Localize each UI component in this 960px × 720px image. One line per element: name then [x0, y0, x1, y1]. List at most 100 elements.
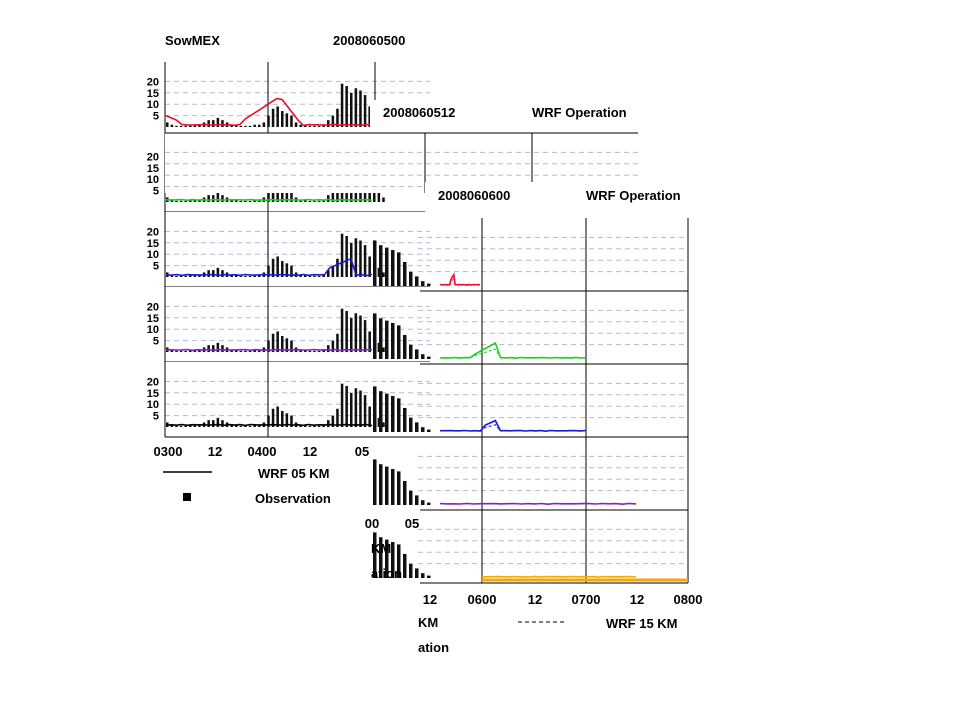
panel-1-observation-bar: [322, 424, 325, 427]
panel-2-header-bg: [370, 100, 642, 134]
panel-1-y-tick-label: 5: [153, 411, 159, 423]
panel-1-observation-bar: [198, 349, 201, 352]
panel-1-observation-bar: [350, 317, 353, 352]
panel-3-observation-bar: [403, 408, 407, 432]
panel-1-observation-bar: [244, 425, 247, 427]
panel-1-observation-bar: [359, 90, 362, 127]
panel-1-observation-bar: [267, 190, 270, 202]
panel-3-observation-bar: [385, 539, 389, 578]
legend: WRF 05 KM Observation WRF 15 KM 00 05 KM ation…: [163, 466, 678, 655]
panel-1-y-tick-label: 20: [147, 76, 159, 88]
panel-1-observation-bar: [285, 113, 289, 127]
panel-1-observation-bar: [230, 124, 233, 127]
panel-3-observation-bar: [415, 568, 419, 578]
panel-1-y-tick-label: 5: [153, 186, 159, 198]
panel-1-observation-bar: [253, 424, 256, 427]
panel-1-observation-bar: [290, 265, 293, 277]
panel-1-title-left: SowMEX: [165, 33, 220, 48]
panel-1-observation-bar: [281, 336, 284, 352]
panel-1-observation-bar: [184, 425, 187, 427]
panel-3-run-label: 2008060600: [438, 188, 510, 203]
panel-1-observation-bar: [276, 406, 279, 427]
panel-1-observation-bar: [175, 200, 178, 202]
panel-1-y-tick-label: 20: [147, 301, 159, 313]
panel-1-observation-bar: [267, 265, 270, 277]
panel-1-observation-bar: [235, 274, 238, 277]
panel-1-observation-bar: [193, 424, 197, 427]
panel-1-observation-bar: [322, 199, 325, 202]
panel-1-observation-bar: [368, 256, 371, 277]
panel-1-observation-bar: [368, 331, 371, 352]
panel-1-model-line: [165, 97, 373, 127]
panel-3-observation-bar: [385, 320, 389, 359]
panel-1-observation-bar: [331, 265, 335, 277]
panel-1-observation-bar: [170, 124, 174, 127]
panel-1-observation-bar: [299, 349, 302, 352]
panel-3-observation-bar: [421, 573, 425, 578]
panel-1-y-tick-label: 10: [147, 399, 159, 411]
panel-3-model-line: [440, 277, 481, 286]
panel-1-observation-bar: [382, 272, 385, 277]
panel-1-observation-bar: [299, 274, 302, 277]
panel-3-observation-bar: [403, 335, 407, 359]
panel-3-observation-bar: [409, 490, 413, 505]
panel-1-observation-bar: [345, 385, 348, 427]
panel-1-observation-bar: [322, 349, 325, 352]
panel-1-x-tick-label: 05: [355, 444, 369, 459]
panel-3-observation-bar: [379, 391, 383, 432]
panel-1-observation-bar: [345, 85, 348, 127]
legend-square-marker: [183, 493, 191, 501]
panel-1-observation-bar: [290, 340, 293, 352]
panel-3-observation-bar: [391, 469, 395, 505]
panel-1-observation-bar: [276, 331, 279, 352]
panel-1-observation-bar: [221, 270, 224, 277]
panel-1-x-tick-label: 12: [303, 444, 317, 459]
panel-1-run-label: 2008060500: [333, 33, 405, 48]
panel-3-observation-bar: [391, 250, 395, 286]
panel-1-observation-bar: [363, 95, 367, 127]
panel-1-y-tick-label: 15: [147, 88, 159, 100]
panel-1-observation-bar: [285, 188, 289, 202]
panel-1-observation-bar: [368, 106, 371, 127]
panel-1-observation-bar: [377, 417, 381, 427]
panel-1-observation-bar: [207, 345, 210, 352]
panel-1-observation-bar: [175, 275, 178, 277]
panel-1-y-tick-label: 15: [147, 238, 159, 250]
panel-1-observation-bar: [281, 411, 284, 427]
panel-1-y-tick-label: 10: [147, 249, 159, 261]
panel-1-observation-bar: [216, 417, 220, 427]
legend-label-observation: Observation: [255, 491, 331, 506]
panel-1-observation-bar: [253, 124, 256, 127]
panel-1-observation-bar: [340, 233, 344, 277]
panel-3-observation-bar: [379, 318, 383, 359]
panel-1-observation-bar: [327, 270, 330, 277]
panel-1-observation-bar: [248, 125, 252, 127]
panel-1-observation-bar: [290, 415, 293, 427]
panel-1-y-tick-label: 15: [147, 388, 159, 400]
panel-1-observation-bar: [189, 274, 192, 277]
panel-1-observation-bar: [304, 349, 307, 352]
panel-1-observation-bar: [189, 199, 192, 202]
panel-3-x-tick-label: 0700: [572, 592, 601, 607]
panel-1-model-line: [166, 348, 373, 352]
panel-1-y-tick-label: 20: [147, 151, 159, 163]
panel-1-observation-bar: [350, 92, 353, 127]
panel-3-partial-legend: KM: [418, 615, 438, 630]
panel-1-observation-bar: [327, 420, 330, 427]
panel-1-observation-bar: [340, 308, 344, 352]
panel-1-observation-bar: [336, 258, 339, 277]
panel-3-observation-bar: [385, 466, 389, 505]
panel-1-observation-bar: [299, 424, 302, 427]
panel-1-observation-bar: [175, 125, 178, 127]
panel-3-observation-bar: [373, 386, 377, 432]
panel-1-observation-bar: [377, 267, 381, 277]
panel-1-observation-bar: [207, 195, 210, 202]
panel-1-observation-bar: [313, 125, 316, 127]
panel-1-observation-bar: [317, 125, 321, 127]
panel-1-observation-bar: [189, 124, 192, 127]
panel-1-observation-bar: [235, 349, 238, 352]
panel-3-observation-bar: [427, 283, 431, 286]
panel-1-observation-bar: [244, 125, 247, 127]
panel-1-observation-bar: [216, 342, 220, 352]
